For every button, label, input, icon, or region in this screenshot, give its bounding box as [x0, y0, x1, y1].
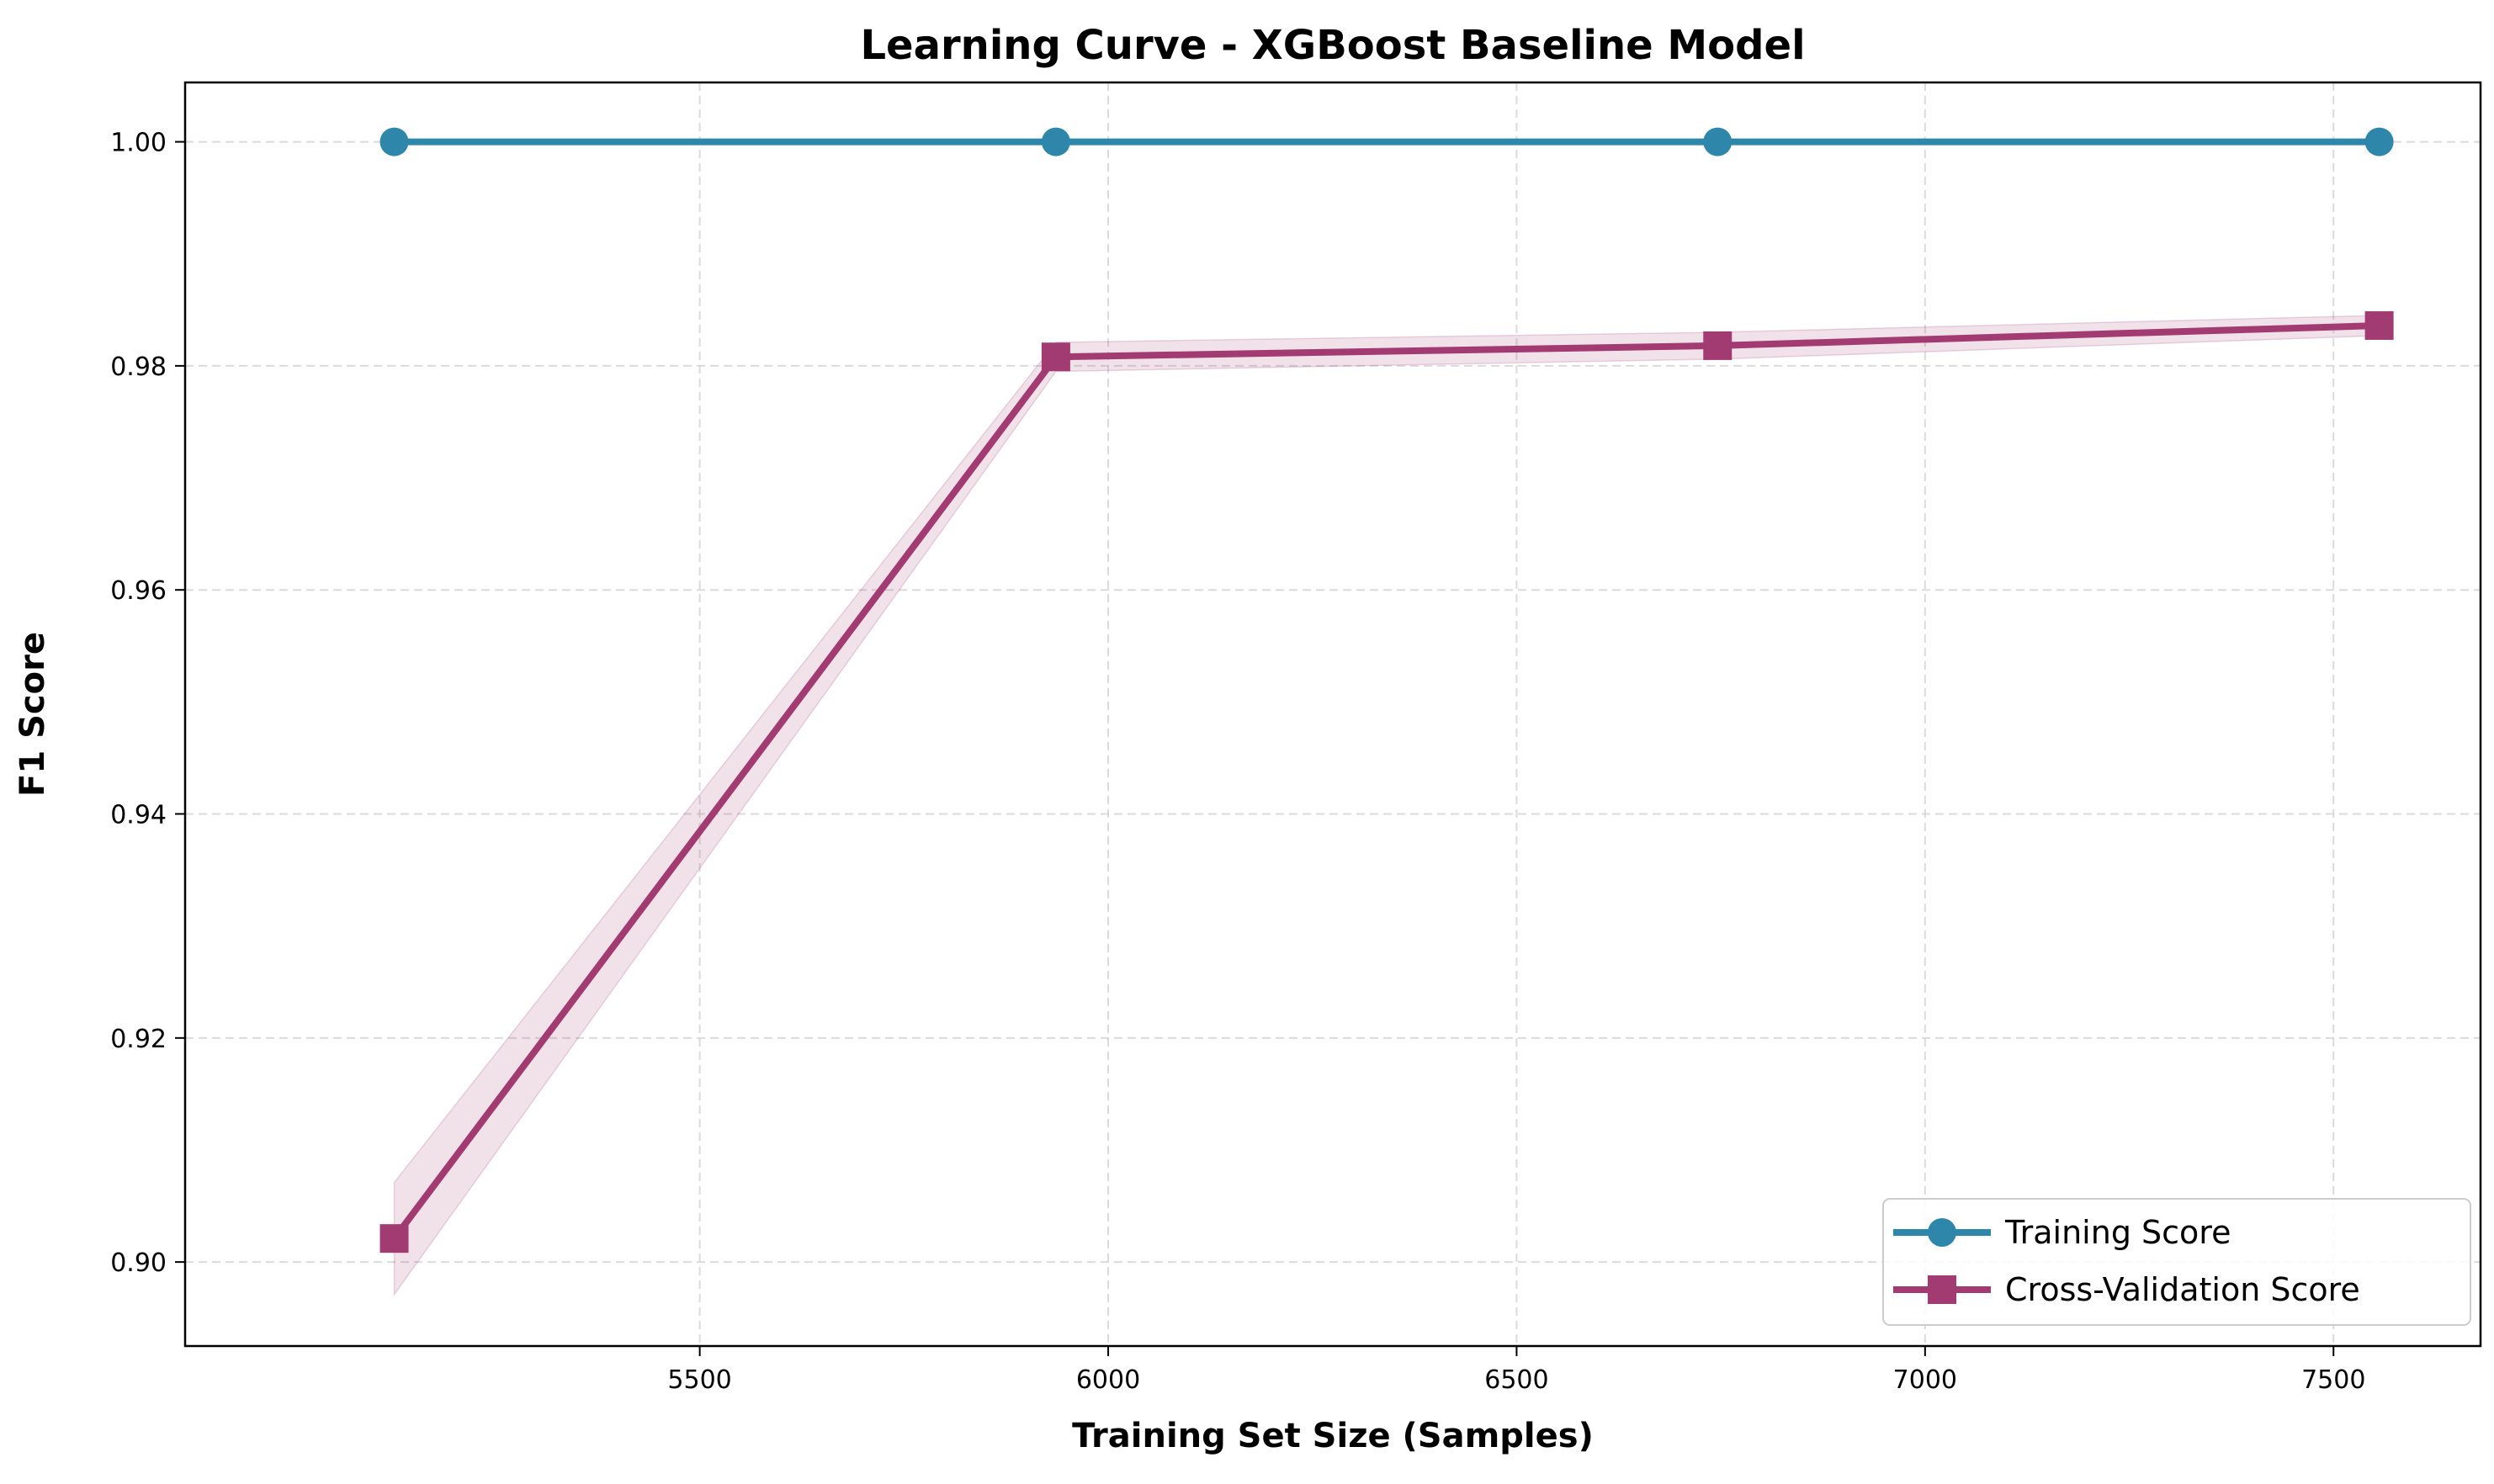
y-tick-label: 1.00: [110, 129, 167, 158]
axis-ticks: 5500 6000 6500 7000 7500 0.90 0.92 0.94 0.96 0.98…: [110, 129, 2365, 1395]
legend-label-0: Training Score: [2004, 1214, 2231, 1251]
data-point-series-1: [2364, 310, 2394, 340]
data-point-series-0: [2364, 127, 2394, 156]
series-line-1: [391, 321, 2380, 1241]
plot-frame: [183, 81, 2482, 1348]
legend: Training Score Cross-Validation Score: [1882, 1198, 2471, 1326]
x-tick-label: 7500: [2301, 1365, 2365, 1395]
data-point-series-1: [1041, 342, 1070, 372]
legend-swatch-marker-0: [1928, 1218, 1956, 1247]
data-point-series-1: [379, 1224, 409, 1253]
y-tick-label: 0.96: [110, 576, 167, 606]
y-tick-label: 0.90: [110, 1248, 167, 1278]
legend-label-1: Cross-Validation Score: [2005, 1271, 2360, 1308]
series-markers: [379, 127, 2394, 1253]
x-tick-label: 6000: [1076, 1365, 1140, 1395]
x-tick-label: 5500: [667, 1365, 731, 1395]
y-tick-label: 0.94: [110, 801, 167, 830]
y-axis-title: F1 Score: [13, 632, 52, 797]
data-point-series-0: [1703, 127, 1733, 156]
data-point-series-1: [1703, 331, 1733, 360]
series-lines: [391, 138, 2380, 1241]
legend-box: [1882, 1198, 2471, 1326]
x-tick-label: 6500: [1484, 1365, 1548, 1395]
x-tick-label: 7000: [1893, 1365, 1957, 1395]
data-point-series-0: [1041, 127, 1070, 156]
legend-swatch-marker-1: [1928, 1275, 1956, 1304]
data-point-series-0: [379, 127, 409, 156]
chart-title: Learning Curve - XGBoost Baseline Model: [860, 22, 1805, 69]
x-axis-title: Training Set Size (Samples): [1072, 1417, 1594, 1455]
y-tick-label: 0.92: [110, 1025, 167, 1054]
y-tick-label: 0.98: [110, 352, 167, 382]
